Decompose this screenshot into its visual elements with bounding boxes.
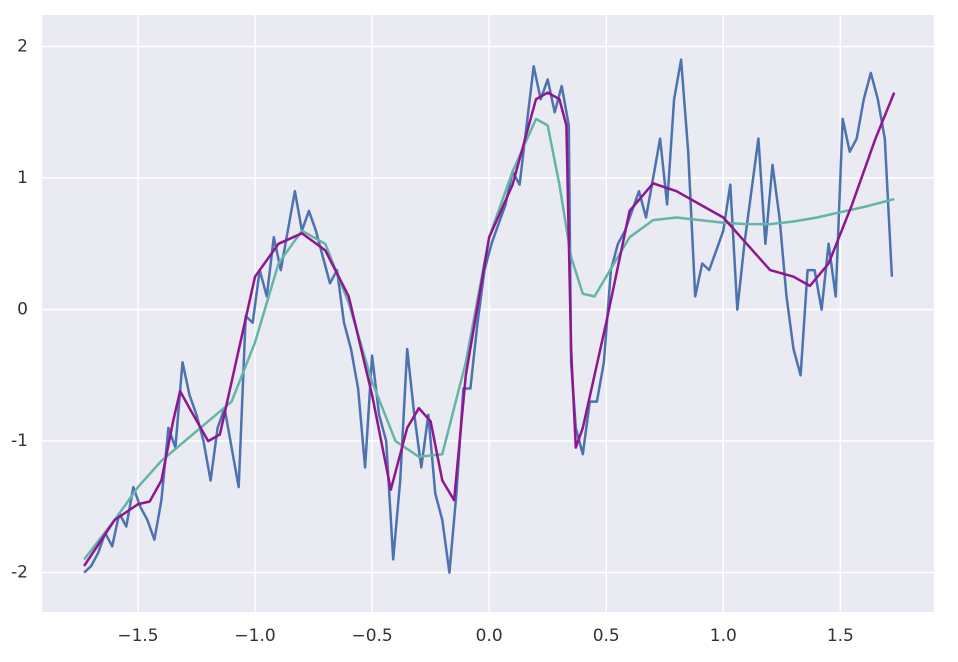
plot-area (42, 15, 934, 612)
x-tick-label: 0.5 (593, 626, 620, 646)
line-series (83, 91, 896, 567)
line-series (83, 58, 894, 574)
x-tick-label: −0.5 (351, 626, 392, 646)
x-tick-label: −1.0 (234, 626, 275, 646)
y-tick-label: 0 (17, 300, 28, 320)
y-tick-label: -1 (11, 431, 28, 451)
y-tick-label: -2 (11, 563, 28, 583)
x-tick-label: 0.0 (476, 626, 503, 646)
x-tick-label: −1.5 (117, 626, 158, 646)
x-tick-label: 1.5 (827, 626, 854, 646)
y-tick-label: 2 (17, 37, 28, 57)
x-tick-label: 1.0 (710, 626, 737, 646)
y-tick-label: 1 (17, 168, 28, 188)
